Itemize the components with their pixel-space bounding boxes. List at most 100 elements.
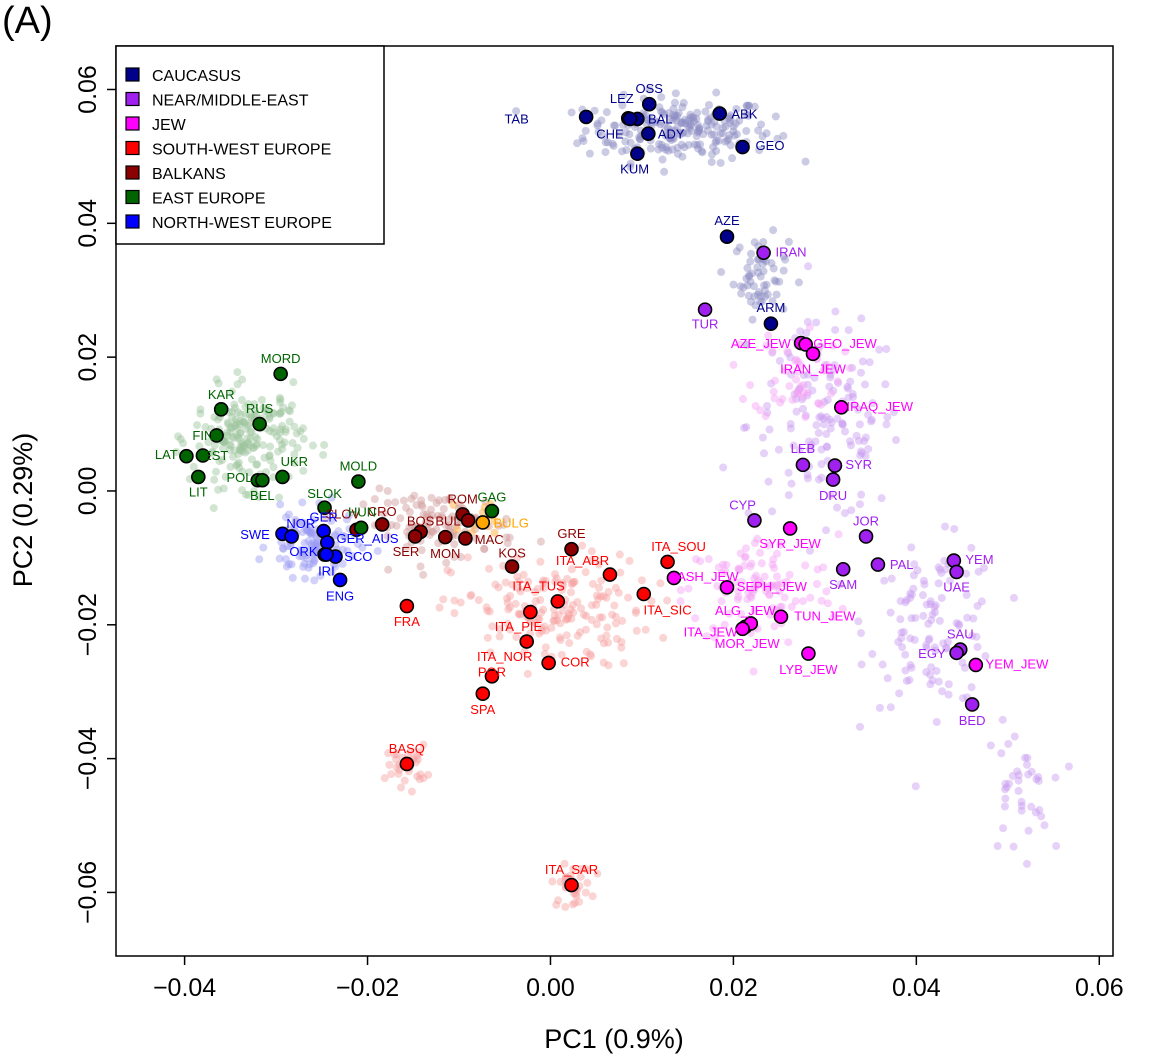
individual-point xyxy=(340,532,349,541)
individual-point xyxy=(922,643,931,652)
individual-point xyxy=(226,427,235,436)
individual-point xyxy=(548,877,557,886)
individual-point xyxy=(854,436,863,445)
individual-point xyxy=(674,128,683,137)
individual-point xyxy=(744,101,753,110)
individual-point xyxy=(819,366,828,375)
population-label: CYP xyxy=(729,497,756,512)
individual-point xyxy=(417,496,426,505)
individual-point xyxy=(784,349,793,358)
individual-point xyxy=(799,597,808,606)
individual-point xyxy=(579,610,588,619)
individual-point xyxy=(909,571,918,580)
individual-point xyxy=(644,116,653,125)
individual-point xyxy=(426,514,435,523)
individual-point xyxy=(490,516,499,525)
individual-point xyxy=(503,619,512,628)
individual-point xyxy=(1022,859,1031,868)
individual-point xyxy=(666,133,675,142)
individual-point xyxy=(737,577,746,586)
individual-point xyxy=(747,593,756,602)
individual-point xyxy=(593,869,602,878)
individual-point xyxy=(737,289,746,298)
individual-point xyxy=(416,770,425,779)
individual-point xyxy=(419,570,428,579)
individual-point xyxy=(307,530,316,539)
individual-point xyxy=(729,360,738,369)
individual-point xyxy=(760,281,769,290)
individual-point xyxy=(817,445,826,454)
individual-point xyxy=(293,443,302,452)
individual-point xyxy=(913,566,922,575)
individual-point xyxy=(741,553,750,562)
panel-label: (A) xyxy=(2,0,53,42)
individual-point xyxy=(693,128,702,137)
individual-point xyxy=(275,398,284,407)
individual-point xyxy=(287,560,296,569)
individual-point xyxy=(253,434,262,443)
individual-point xyxy=(760,572,769,581)
individual-point xyxy=(392,750,401,759)
individual-point xyxy=(796,361,805,370)
individual-point xyxy=(771,376,780,385)
individual-point xyxy=(799,393,808,402)
individual-point xyxy=(822,430,831,439)
individual-point xyxy=(878,660,887,669)
individual-point xyxy=(910,635,919,644)
individual-point xyxy=(756,548,765,557)
individual-point xyxy=(844,326,853,335)
individual-point xyxy=(238,439,247,448)
individual-point xyxy=(221,472,230,481)
individual-point xyxy=(1017,806,1026,815)
individual-point xyxy=(1014,786,1023,795)
population-label: SLOK xyxy=(307,486,342,501)
legend: CAUCASUS NEAR/MIDDLE-EAST JEW SOUTH-WEST EU… xyxy=(115,45,385,245)
individual-point xyxy=(750,238,759,247)
individual-point xyxy=(681,115,690,124)
individual-point xyxy=(539,579,548,588)
individual-point xyxy=(796,382,805,391)
individual-point xyxy=(597,634,606,643)
individual-point xyxy=(735,116,744,125)
individual-point xyxy=(380,774,389,783)
individual-point xyxy=(568,579,577,588)
individual-point xyxy=(265,414,274,423)
individual-point xyxy=(746,297,755,306)
individual-point xyxy=(741,544,750,553)
individual-point xyxy=(592,591,601,600)
individual-point xyxy=(710,130,719,139)
individual-point xyxy=(504,605,513,614)
individual-point xyxy=(432,499,441,508)
individual-point xyxy=(310,576,319,585)
population-label: ITA_ABR xyxy=(556,553,609,568)
individual-point xyxy=(269,463,278,472)
individual-point xyxy=(276,500,285,509)
population-label: BEL xyxy=(250,488,275,503)
individual-point xyxy=(680,143,689,152)
individual-point xyxy=(801,411,810,420)
individual-point xyxy=(562,615,571,624)
individual-point xyxy=(1017,801,1026,810)
individual-point xyxy=(775,277,784,286)
individual-point xyxy=(252,440,261,449)
individual-point xyxy=(757,292,766,301)
individual-point xyxy=(695,125,704,134)
individual-point xyxy=(833,503,842,512)
individual-point xyxy=(743,281,752,290)
individual-point xyxy=(777,602,786,611)
individual-point xyxy=(942,644,951,653)
individual-point xyxy=(1000,802,1009,811)
individual-point xyxy=(593,119,602,128)
individual-point xyxy=(331,530,340,539)
individual-point xyxy=(823,443,832,452)
individual-point xyxy=(673,143,682,152)
individual-point xyxy=(555,633,564,642)
individual-point xyxy=(724,134,733,143)
individual-point xyxy=(241,402,250,411)
individual-point xyxy=(765,590,774,599)
individual-point xyxy=(805,546,814,555)
individual-point xyxy=(710,633,719,642)
individual-point xyxy=(907,663,916,672)
individual-point xyxy=(840,509,849,518)
individual-point xyxy=(979,563,988,572)
